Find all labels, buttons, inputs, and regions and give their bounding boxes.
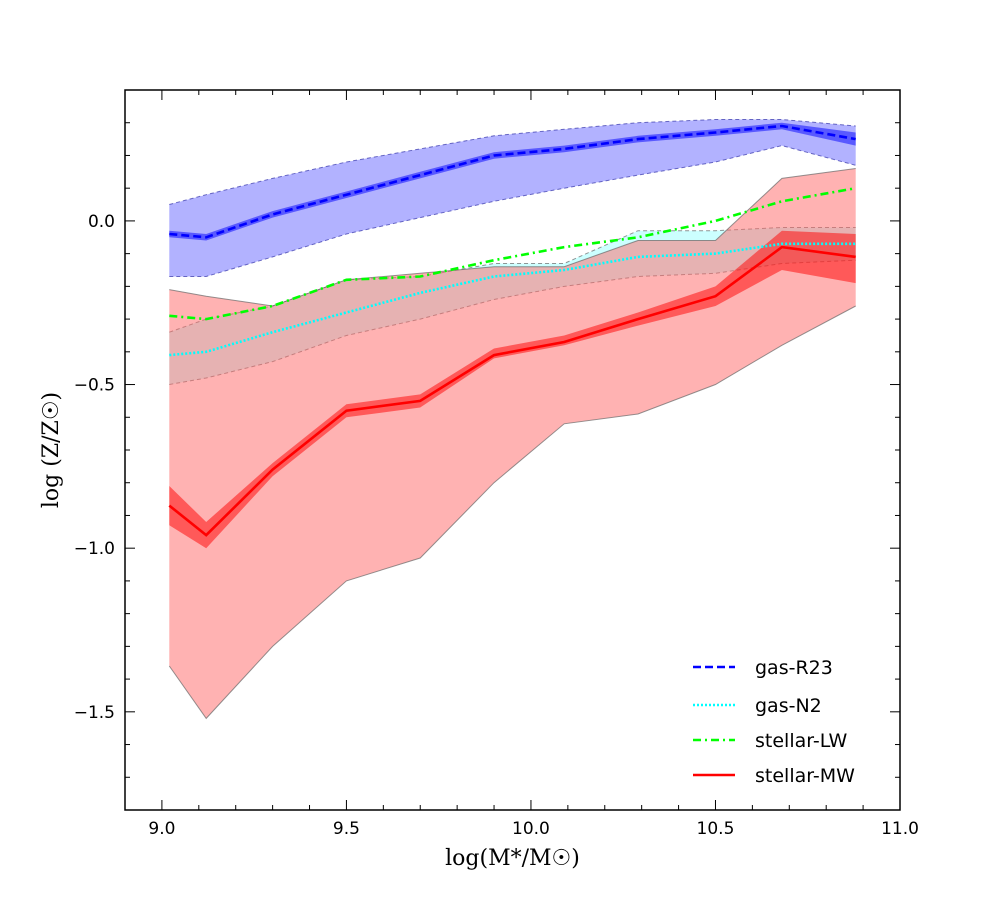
gas-n2-line (169, 242, 856, 357)
stellar-lw-line (169, 186, 856, 321)
gas-r23-band-upper-edge (169, 119, 856, 205)
x-tick-label: 9.0 (148, 819, 175, 839)
x-tick-labels: 9.0 9.5 10.0 10.5 11.0 (148, 819, 919, 839)
axis-ticks (125, 89, 901, 811)
y-tick-label: 0.0 (88, 212, 115, 232)
gas-r23-line (169, 124, 856, 239)
stellar-mw-line (168, 245, 856, 537)
legend: gas-R23 gas-N2 stellar-LW stellar-MW (693, 657, 855, 787)
legend-label-stellar-lw: stellar-LW (755, 730, 848, 752)
stellar-mw-error-band (169, 230, 856, 549)
x-tick-label: 11.0 (881, 819, 919, 839)
x-tick-label: 10.0 (512, 819, 550, 839)
y-axis-label: log (Z/Z☉) (39, 392, 64, 508)
gas-r23-error-band (169, 122, 856, 241)
x-tick-label: 9.5 (333, 819, 360, 839)
gas-r23-band (169, 119, 856, 277)
gas-r23-band-lower-edge (169, 145, 856, 277)
legend-label-gas-n2: gas-N2 (755, 695, 822, 717)
legend-label-gas-r23: gas-R23 (755, 657, 833, 679)
legend-label-stellar-mw: stellar-MW (755, 765, 855, 787)
series-lines (168, 124, 856, 537)
x-axis-label: log(M*/M☉) (445, 846, 580, 871)
stellar-mw-band-upper-edge (169, 168, 856, 307)
y-tick-labels: 0.0 −0.5 −1.0 −1.5 (74, 212, 115, 723)
x-tick-label: 10.5 (697, 819, 735, 839)
y-tick-label: −1.5 (74, 703, 115, 723)
y-tick-label: −1.0 (74, 539, 115, 559)
stellar-mw-band-lower-edge (168, 305, 856, 720)
y-tick-label: −0.5 (74, 376, 115, 396)
